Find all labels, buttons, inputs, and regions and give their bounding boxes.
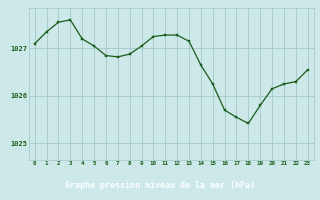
- Text: Graphe pression niveau de la mer (hPa): Graphe pression niveau de la mer (hPa): [65, 181, 255, 190]
